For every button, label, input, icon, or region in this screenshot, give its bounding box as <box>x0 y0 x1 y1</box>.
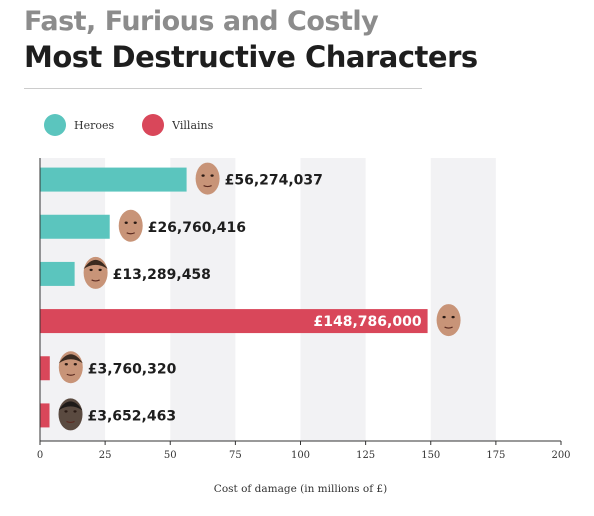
man-face-icon <box>58 351 83 384</box>
legend-label-heroes: Heroes <box>74 118 115 132</box>
bar-2 <box>40 214 110 239</box>
grid-band <box>365 158 431 441</box>
bar-4 <box>40 309 428 334</box>
bar-5 <box>40 356 50 381</box>
bar-6 <box>40 403 50 428</box>
x-tick-label-100: 100 <box>291 450 310 461</box>
legend: Heroes Villains <box>44 114 241 136</box>
legend-item-heroes: Heroes <box>44 114 114 136</box>
bar-3 <box>40 261 75 286</box>
bar-value-label-2: £26,760,416 <box>148 220 246 236</box>
bar-value-label-6: £3,652,463 <box>88 408 177 424</box>
dark-man-face-icon <box>58 398 83 431</box>
grid-band <box>495 158 561 441</box>
x-tick-label-150: 150 <box>421 450 440 461</box>
title-divider <box>24 88 422 89</box>
bar-value-label-4: £148,786,000 <box>314 314 422 330</box>
grid-band <box>105 158 171 441</box>
x-tick-label-200: 200 <box>551 450 570 461</box>
x-tick-label-0: 0 <box>37 450 43 461</box>
bar-value-label-1: £56,274,037 <box>225 173 323 189</box>
bar-value-label-5: £3,760,320 <box>88 361 177 377</box>
legend-swatch-villains <box>142 114 165 136</box>
x-tick-label-25: 25 <box>99 450 112 461</box>
bald-man-face-icon <box>436 304 461 337</box>
legend-label-villains: Villains <box>172 118 214 132</box>
bar-value-label-3: £13,289,458 <box>113 267 211 283</box>
bald-man-face-icon <box>118 209 143 242</box>
bar-1 <box>40 167 187 192</box>
legend-swatch-heroes <box>44 114 66 136</box>
chart-title-line1: Fast, Furious and Costly <box>24 6 379 37</box>
x-tick-label-125: 125 <box>356 450 375 461</box>
x-tick-label-50: 50 <box>164 450 177 461</box>
x-tick-label-75: 75 <box>229 450 242 461</box>
man-face-icon <box>83 256 108 289</box>
legend-item-villains: Villains <box>142 114 213 136</box>
bald-man-face-icon <box>195 162 220 195</box>
x-tick-label-175: 175 <box>486 450 505 461</box>
chart-title-line2: Most Destructive Characters <box>24 40 478 74</box>
grid-band <box>235 158 301 441</box>
x-axis-label: Cost of damage (in millions of £) <box>214 483 387 495</box>
